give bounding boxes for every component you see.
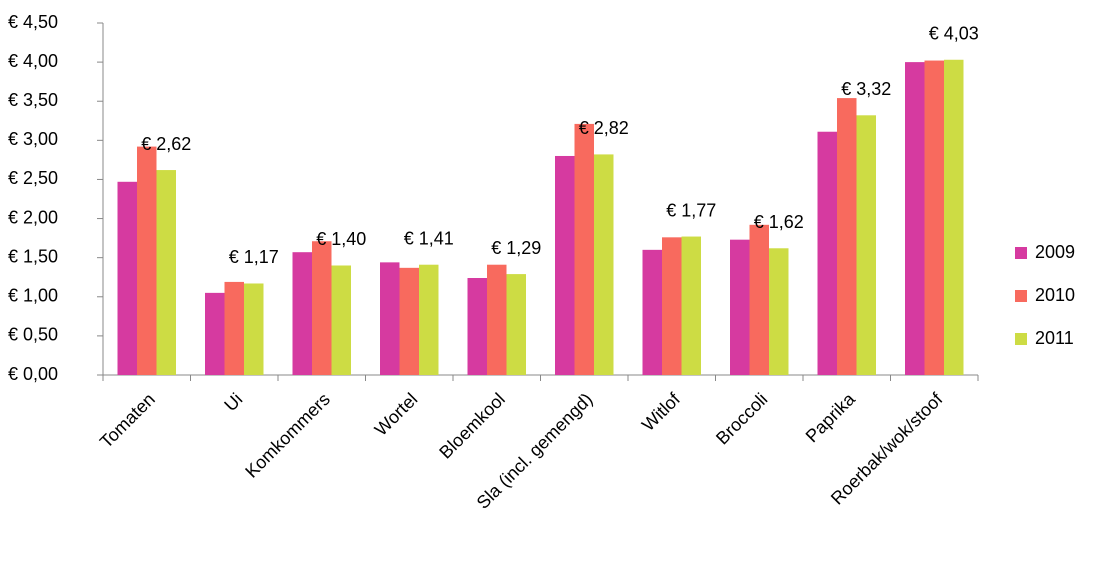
x-tick-label: Ui <box>220 389 246 415</box>
bar <box>924 60 944 376</box>
bar <box>817 131 837 375</box>
bar <box>156 170 176 375</box>
y-tick-label: € 4,00 <box>8 51 58 71</box>
bar <box>555 155 575 375</box>
y-tick-label: € 3,50 <box>8 90 58 110</box>
bar <box>574 123 594 375</box>
data-label: € 2,82 <box>579 118 629 138</box>
data-label: € 1,29 <box>491 238 541 258</box>
bar <box>331 265 351 375</box>
x-tick-label: Witlof <box>638 388 685 435</box>
bar <box>399 267 419 375</box>
bar <box>662 237 682 375</box>
bar <box>117 181 137 375</box>
data-label: € 3,32 <box>841 79 891 99</box>
bar <box>506 274 526 375</box>
bar <box>769 248 789 375</box>
y-tick-label: € 2,00 <box>8 207 58 227</box>
legend-swatch <box>1015 333 1027 345</box>
bar <box>642 249 662 375</box>
legend-swatch <box>1015 247 1027 259</box>
y-tick-label: € 1,50 <box>8 246 58 266</box>
data-label: € 1,17 <box>229 247 279 267</box>
x-tick-label: Tomaten <box>96 389 159 452</box>
bar <box>749 224 769 375</box>
bar <box>944 59 964 376</box>
bar <box>730 239 750 375</box>
x-tick-label: Paprika <box>802 388 860 446</box>
legend-label: 2009 <box>1035 242 1075 262</box>
data-label: € 1,40 <box>316 229 366 249</box>
legend-label: 2011 <box>1035 328 1074 348</box>
x-tick-label: Komkommers <box>241 389 334 482</box>
bar <box>419 264 439 375</box>
bar <box>681 236 701 375</box>
y-tick-label: € 4,50 <box>8 12 58 32</box>
bar <box>467 278 487 375</box>
data-label: € 2,62 <box>141 134 191 154</box>
y-tick-label: € 0,50 <box>8 325 58 345</box>
bar <box>137 146 157 375</box>
y-tick-label: € 0,00 <box>8 364 58 384</box>
y-tick-label: € 2,50 <box>8 168 58 188</box>
bar <box>292 252 312 375</box>
legend-swatch <box>1015 290 1027 302</box>
bar <box>905 62 925 375</box>
legend-label: 2010 <box>1035 285 1075 305</box>
data-label: € 1,62 <box>754 212 804 232</box>
x-tick-label: Broccoli <box>712 389 771 448</box>
bar <box>487 264 507 375</box>
bar <box>380 262 400 375</box>
bar <box>205 292 225 375</box>
y-tick-label: € 3,00 <box>8 129 58 149</box>
bar <box>244 283 264 375</box>
bar <box>856 115 876 376</box>
bar <box>312 241 332 375</box>
bar <box>594 154 614 375</box>
x-tick-label: Bloemkool <box>435 389 509 463</box>
data-label: € 1,41 <box>404 228 454 248</box>
data-label: € 1,77 <box>666 200 716 220</box>
y-tick-label: € 1,00 <box>8 286 58 306</box>
bar <box>224 281 244 375</box>
x-tick-label: Wortel <box>371 389 422 440</box>
bar <box>837 98 857 376</box>
data-label: € 4,03 <box>929 24 979 44</box>
